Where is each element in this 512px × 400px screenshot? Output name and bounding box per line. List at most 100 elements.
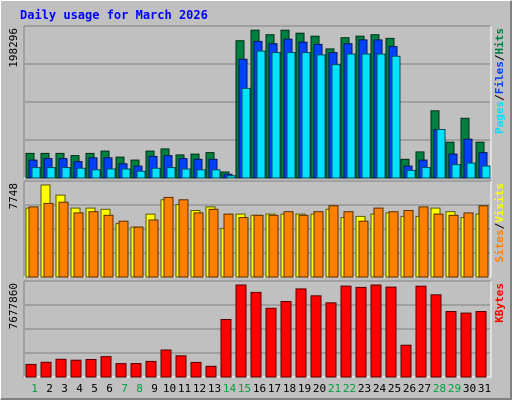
- bar-sites-day-1: [28, 206, 39, 278]
- bar-sites-day-18: [283, 211, 294, 278]
- bar-sites-day-4: [73, 212, 84, 278]
- legend-entry: Visits: [493, 183, 506, 223]
- bar-sites-day-7: [118, 220, 129, 278]
- x-tick-label: 2: [46, 382, 53, 395]
- bar-pages-day-4: [76, 167, 86, 179]
- bar-kbytes-day-23: [355, 286, 367, 378]
- bar-pages-day-31: [481, 165, 491, 179]
- x-tick-label: 16: [253, 382, 266, 395]
- bar-pages-day-24: [376, 53, 386, 179]
- bar-kbytes-day-28: [430, 294, 442, 378]
- bar-sites-day-30: [463, 212, 474, 278]
- bar-kbytes-day-27: [415, 285, 427, 378]
- x-tick-label: 18: [283, 382, 296, 395]
- bar-sites-day-14: [223, 213, 234, 278]
- x-tick-label: 14: [223, 382, 237, 395]
- bar-pages-day-28: [436, 129, 446, 179]
- bar-kbytes-day-21: [325, 302, 337, 378]
- bar-sites-day-15: [238, 217, 249, 278]
- bar-sites-day-10: [163, 196, 174, 278]
- bar-kbytes-day-22: [340, 285, 352, 378]
- x-tick-label: 19: [298, 382, 311, 395]
- bar-kbytes-day-9: [145, 360, 157, 378]
- bar-kbytes-day-1: [25, 363, 37, 378]
- bar-pages-day-22: [346, 53, 356, 179]
- panel-legend: Sites/Visits: [493, 183, 506, 263]
- x-tick-label: 30: [463, 382, 476, 395]
- bar-sites-day-11: [178, 199, 189, 278]
- x-tick-label: 27: [418, 382, 431, 395]
- x-tick-label: 24: [373, 382, 387, 395]
- bar-pages-day-10: [166, 167, 176, 179]
- bar-sites-day-25: [388, 211, 399, 278]
- legend-entry: Hits: [493, 28, 506, 55]
- x-tick-label: 12: [193, 382, 206, 395]
- chart-title: Daily usage for March 2026: [20, 8, 208, 22]
- panel-max-label: 7748: [7, 183, 20, 210]
- bar-kbytes-day-19: [295, 288, 307, 378]
- x-tick-label: 11: [178, 382, 191, 395]
- bar-pages-day-16: [256, 50, 266, 179]
- x-tick-label: 20: [313, 382, 326, 395]
- bar-sites-day-28: [433, 213, 444, 278]
- bar-kbytes-day-10: [160, 349, 172, 378]
- legend-entry: KBytes: [493, 283, 506, 323]
- x-tick-label: 5: [91, 382, 98, 395]
- x-tick-label: 28: [433, 382, 446, 395]
- bar-sites-day-19: [298, 214, 309, 278]
- bar-kbytes-day-20: [310, 295, 322, 378]
- bar-pages-day-6: [106, 168, 116, 179]
- series-kbytes: [25, 284, 487, 378]
- x-tick-label: 10: [163, 382, 176, 395]
- bar-pages-day-17: [271, 52, 281, 179]
- bar-pages-day-1: [31, 167, 41, 179]
- bar-sites-day-8: [133, 226, 144, 278]
- bar-pages-day-8: [136, 170, 146, 179]
- bar-kbytes-day-29: [445, 311, 457, 378]
- legend-separator: /: [493, 54, 506, 61]
- bar-kbytes-day-2: [40, 361, 52, 378]
- panel-legend: KBytes: [493, 283, 506, 323]
- bar-pages-day-26: [406, 170, 416, 179]
- x-tick-label: 3: [61, 382, 68, 395]
- x-tick-label: 22: [343, 382, 356, 395]
- bar-kbytes-day-18: [280, 301, 292, 378]
- bar-sites-day-12: [193, 212, 204, 278]
- bar-pages-day-7: [121, 168, 131, 179]
- bar-kbytes-day-14: [220, 319, 232, 378]
- bar-pages-day-18: [286, 52, 296, 179]
- bar-kbytes-day-4: [70, 359, 82, 378]
- bar-pages-day-15: [241, 87, 251, 179]
- x-tick-label: 17: [268, 382, 281, 395]
- bar-sites-day-13: [208, 208, 219, 278]
- panel-legend: Pages/Files/Hits: [493, 28, 506, 134]
- legend-separator: /: [493, 222, 506, 229]
- bar-pages-day-21: [331, 64, 341, 179]
- x-tick-label: 15: [238, 382, 251, 395]
- panel-max-label: 198296: [7, 28, 20, 68]
- x-tick-label: 26: [403, 382, 416, 395]
- series-pages: [31, 50, 491, 179]
- bar-sites-day-31: [478, 205, 489, 278]
- bar-kbytes-day-6: [100, 356, 112, 378]
- bar-kbytes-day-5: [85, 359, 97, 378]
- bar-kbytes-day-3: [55, 358, 67, 378]
- panel-hits_files_pages: 198296 Pages/Files/Hits: [7, 25, 506, 179]
- bar-pages-day-25: [391, 55, 401, 179]
- bar-pages-day-2: [46, 167, 56, 179]
- bar-pages-day-19: [301, 52, 311, 179]
- bar-pages-day-27: [421, 167, 431, 179]
- bar-sites-day-29: [448, 214, 459, 278]
- panel-kbytes: 7677860 KBytes: [7, 280, 506, 378]
- bar-kbytes-day-8: [130, 363, 142, 378]
- bar-kbytes-day-31: [475, 311, 487, 378]
- bar-kbytes-day-7: [115, 363, 127, 378]
- bar-kbytes-day-25: [385, 286, 397, 378]
- bar-pages-day-23: [361, 53, 371, 179]
- legend-separator: /: [493, 94, 506, 101]
- legend-entry: Sites: [493, 229, 506, 262]
- panel-max-label: 7677860: [7, 283, 20, 329]
